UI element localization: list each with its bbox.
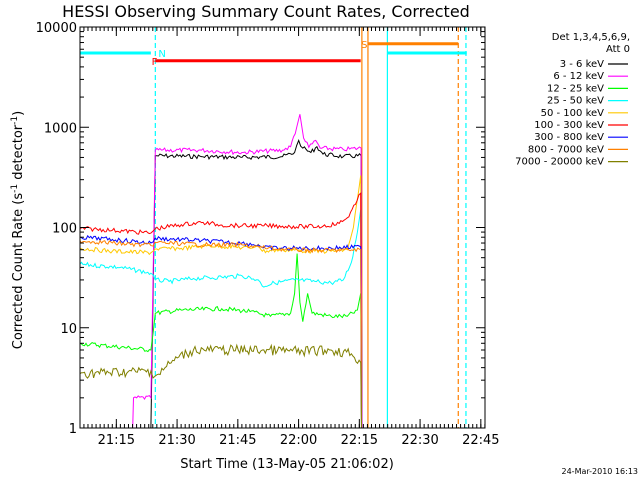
legend-header: Att 0: [606, 44, 630, 55]
x-tick-label: 22:15: [341, 433, 378, 448]
series-line-8: [79, 343, 362, 429]
series-line-3: [79, 209, 362, 429]
chart-title: HESSI Observing Summary Count Rates, Cor…: [62, 2, 470, 21]
y-tick-label: 10000: [36, 21, 77, 36]
series-line-6: [79, 234, 362, 429]
series-line-1: [132, 114, 363, 429]
x-axis-label: Start Time (13-May-05 21:06:02): [180, 457, 394, 472]
series-line-7: [79, 239, 362, 429]
y-tick-label: 100: [52, 222, 77, 237]
y-tick-label: 1000: [44, 121, 77, 136]
legend-label: 7000 - 20000 keV: [515, 157, 604, 168]
series-line-4: [79, 175, 362, 429]
series-line-5: [79, 192, 362, 429]
x-tick-label: 22:00: [280, 433, 317, 448]
legend-label: 25 - 50 keV: [547, 96, 604, 107]
x-tick-label: 21:30: [158, 433, 195, 448]
plot-area: NF S 1 10 100 1000 10000 21:15 21:30 21:45 22:00 22…: [36, 21, 500, 448]
legend-label: 100 - 300 keV: [534, 120, 604, 131]
legend-label: 12 - 25 keV: [547, 83, 604, 94]
x-tick-label: 21:15: [98, 433, 135, 448]
legend-label: 300 - 800 keV: [534, 132, 604, 143]
series-line-0: [150, 138, 363, 429]
legend-label: 50 - 100 keV: [541, 108, 605, 119]
flag-label-s: S: [361, 40, 367, 51]
legend-label: 800 - 7000 keV: [528, 144, 604, 155]
x-tick-label: 22:30: [401, 433, 438, 448]
legend-label: 3 - 6 keV: [560, 59, 604, 70]
plot-frame: [79, 26, 486, 429]
footer-timestamp: 24-Mar-2010 16:13: [562, 467, 639, 476]
legend-label: 6 - 12 keV: [553, 71, 604, 82]
y-tick-label: 1: [69, 422, 77, 437]
flag-label-n: N: [158, 49, 165, 60]
series-line-2: [79, 253, 362, 429]
legend-header: Det 1,3,4,5,6,9,: [552, 32, 630, 43]
y-tick-label: 10: [60, 322, 77, 337]
flag-label-f: F: [152, 57, 158, 68]
x-tick-label: 22:45: [462, 433, 499, 448]
x-tick-label: 21:45: [219, 433, 256, 448]
y-axis-label: Corrected Count Rate (s-1 detector-1): [10, 111, 26, 349]
